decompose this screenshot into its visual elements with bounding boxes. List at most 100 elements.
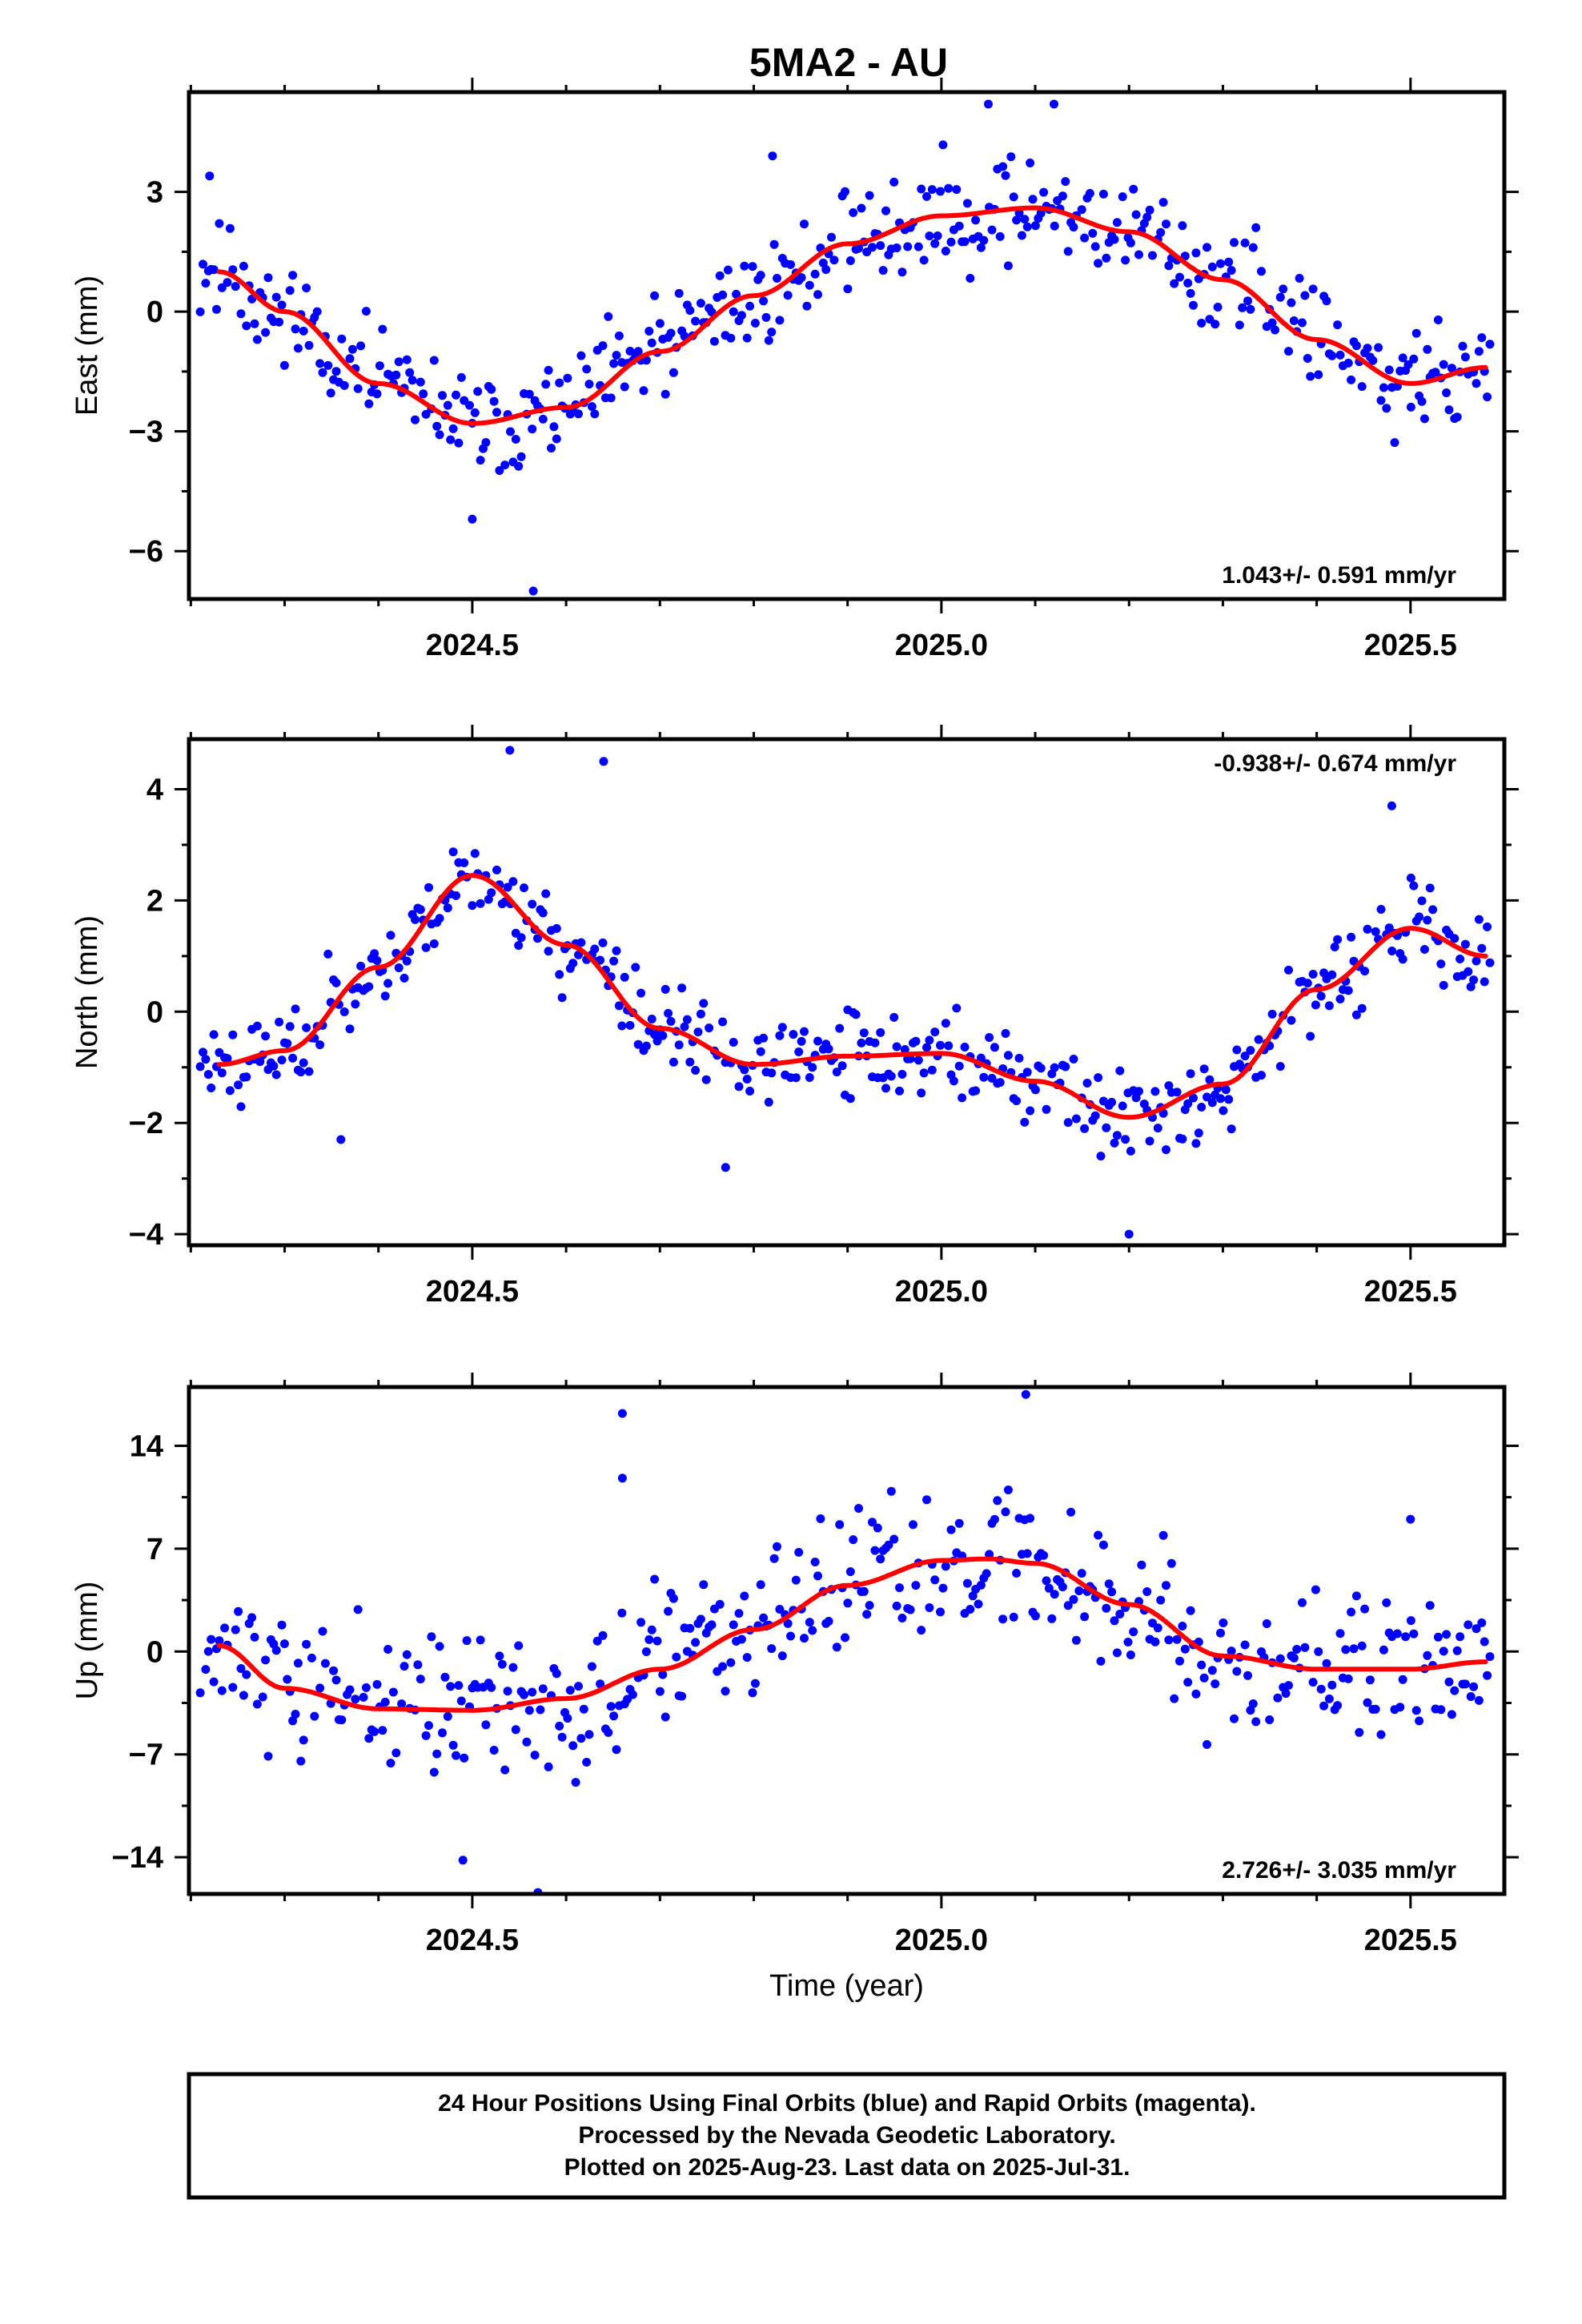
data-point [617, 1021, 627, 1031]
data-point [331, 978, 341, 987]
data-point [536, 1705, 545, 1715]
data-point [767, 328, 777, 337]
data-point [903, 242, 913, 251]
data-point [1207, 262, 1217, 271]
data-point [889, 1012, 899, 1022]
data-point [1063, 1118, 1073, 1128]
y-axis-label: North (mm) [70, 915, 104, 1069]
data-point [693, 1027, 703, 1037]
data-point [299, 326, 308, 336]
data-point [614, 331, 624, 340]
data-point [293, 344, 303, 353]
data-point [1466, 982, 1476, 991]
data-point [1224, 1095, 1234, 1104]
data-point [1316, 1684, 1326, 1694]
data-point [936, 1607, 945, 1617]
data-point [1456, 1632, 1465, 1642]
data-point [1458, 341, 1468, 351]
data-point [636, 1618, 646, 1627]
data-point [574, 409, 583, 419]
data-point [892, 1601, 901, 1610]
data-point [528, 586, 538, 596]
y-axis-label: Up (mm) [70, 1582, 104, 1700]
data-point [930, 1575, 940, 1585]
data-point [669, 1057, 678, 1067]
data-point [1392, 1629, 1402, 1638]
data-point [1150, 1087, 1160, 1096]
data-point [729, 1620, 738, 1630]
data-point [767, 1644, 777, 1654]
data-point [1219, 1618, 1228, 1627]
data-point [1363, 344, 1372, 353]
data-point [925, 1603, 934, 1612]
data-point [356, 341, 366, 351]
y-tick-label: 2 [147, 884, 163, 918]
data-point [370, 949, 379, 959]
data-point [1442, 1630, 1452, 1639]
data-point [696, 1009, 705, 1019]
data-point [1284, 347, 1293, 356]
data-point [217, 283, 227, 292]
data-point [1094, 1073, 1103, 1083]
data-point [990, 1514, 999, 1524]
data-point [985, 1550, 994, 1559]
data-point [476, 899, 485, 908]
data-point [1050, 1063, 1059, 1072]
data-point [1203, 1739, 1211, 1749]
data-point [1347, 375, 1356, 384]
data-point [625, 1020, 635, 1030]
data-point [756, 1047, 765, 1056]
data-point [791, 1073, 801, 1083]
data-point [1257, 267, 1266, 276]
data-point [522, 1737, 532, 1747]
data-point [759, 1613, 769, 1622]
data-point [685, 1623, 695, 1633]
data-point [954, 1518, 964, 1528]
data-point [299, 1735, 308, 1745]
data-point [458, 1856, 468, 1865]
data-point [620, 382, 629, 392]
data-point [1464, 967, 1473, 976]
data-point [495, 466, 504, 475]
footer-box: 24 Hour Positions Using Final Orbits (bl… [187, 2072, 1507, 2200]
data-point [1450, 934, 1460, 943]
data-point [701, 1075, 711, 1084]
data-point [1115, 1066, 1125, 1076]
data-point [1211, 1679, 1220, 1689]
data-point [378, 1726, 387, 1735]
data-point [1300, 291, 1310, 300]
data-point [1480, 1637, 1489, 1647]
data-point [1077, 205, 1086, 215]
data-point [1175, 272, 1184, 282]
data-point [1316, 991, 1326, 1001]
data-point [1376, 905, 1386, 914]
data-point [1365, 1675, 1375, 1685]
data-point [666, 328, 676, 338]
data-point [440, 1672, 450, 1682]
data-point [609, 1711, 619, 1721]
data-point [1094, 259, 1103, 268]
data-point [481, 1720, 491, 1730]
data-point [1363, 1698, 1372, 1707]
data-point [576, 938, 586, 947]
data-point [359, 1692, 368, 1702]
data-point [1232, 1045, 1242, 1055]
footer-line-1: 24 Hour Positions Using Final Orbits (bl… [438, 2090, 1256, 2117]
data-point [1170, 279, 1179, 288]
data-point [411, 415, 420, 424]
data-point [195, 1688, 205, 1698]
data-point [492, 865, 501, 875]
data-point [791, 1575, 801, 1585]
data-point [402, 355, 412, 364]
data-point [674, 288, 684, 298]
data-point [889, 1534, 899, 1544]
data-point [982, 1569, 991, 1578]
data-point [862, 1610, 872, 1619]
data-point [1069, 1055, 1078, 1063]
data-point [1403, 360, 1413, 369]
data-point [460, 858, 469, 867]
data-point [652, 1636, 662, 1646]
data-point [1351, 1591, 1361, 1601]
data-point [1452, 1646, 1462, 1655]
y-ticks [175, 788, 1519, 1236]
